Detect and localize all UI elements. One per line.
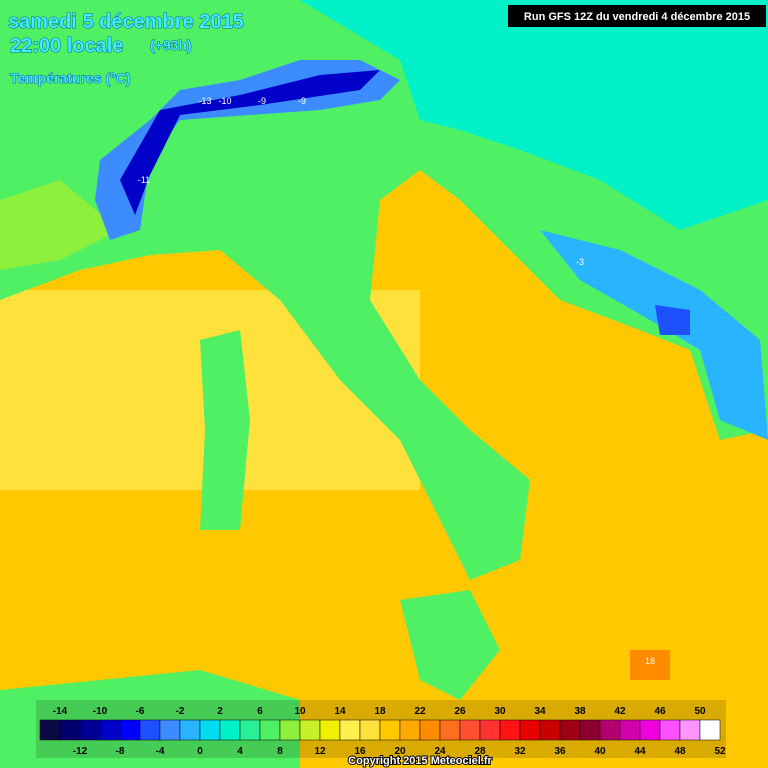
- run: Run GFS 12Z du vendredi 4 décembre 2015: [524, 11, 750, 23]
- legend-label: 22: [414, 706, 426, 717]
- legend-swatch: [459, 719, 481, 741]
- legend-label: -12: [73, 746, 88, 757]
- legend-swatch: [539, 719, 561, 741]
- temp-label: -3: [576, 257, 584, 267]
- legend-swatch: [399, 719, 421, 741]
- legend-swatch: [579, 719, 601, 741]
- copyright: Copyright 2015 Meteociel.fr: [348, 755, 492, 767]
- legend-swatch: [99, 719, 121, 741]
- legend-label: 16: [354, 746, 366, 757]
- legend-swatch: [39, 719, 61, 741]
- temp-label: -11: [138, 175, 150, 185]
- legend-label: 4: [237, 746, 243, 757]
- legend-label: 36: [554, 746, 566, 757]
- legend-label: 50: [694, 706, 706, 717]
- legend-swatch: [639, 719, 661, 741]
- legend-label: 30: [494, 706, 506, 717]
- temp-label: 18: [645, 656, 655, 666]
- legend-label: 12: [314, 746, 326, 757]
- legend-label: -6: [136, 706, 145, 717]
- legend-swatch: [379, 719, 401, 741]
- legend-label: 42: [614, 706, 626, 717]
- legend-swatch: [279, 719, 301, 741]
- run-box: [508, 5, 766, 27]
- legend-label: 2: [217, 706, 223, 717]
- temp-label: -13: [198, 96, 211, 106]
- temp-label: -10: [218, 96, 231, 106]
- legend-label: -8: [116, 746, 125, 757]
- legend-swatch: [359, 719, 381, 741]
- lead-time: (+93h): [150, 37, 192, 53]
- legend-label: 14: [334, 706, 346, 717]
- legend-label: 24: [434, 746, 446, 757]
- legend-swatch: [199, 719, 221, 741]
- legend-swatch: [139, 719, 161, 741]
- legend-label: 52: [714, 746, 726, 757]
- legend: -14 -10 -6 -2 2 6 10 14 18 22 26 30 34 38 42 46 50-12 -8-…: [36, 700, 726, 758]
- legend-swatch: [619, 719, 641, 741]
- legend-swatch: [259, 719, 281, 741]
- legend-swatch: [679, 719, 701, 741]
- legend-label: 40: [594, 746, 606, 757]
- legend-swatch: [239, 719, 261, 741]
- legend-label: 18: [374, 706, 386, 717]
- legend-swatch: [699, 719, 721, 741]
- legend-swatch: [519, 719, 541, 741]
- legend-label: 6: [257, 706, 263, 717]
- legend-label: 46: [654, 706, 666, 717]
- legend-swatch: [559, 719, 581, 741]
- legend-swatch: [179, 719, 201, 741]
- legend-label: 38: [574, 706, 586, 717]
- legend-swatch: [499, 719, 521, 741]
- legend-label: 28: [474, 746, 486, 757]
- legend-swatch: [159, 719, 181, 741]
- legend-swatch: [479, 719, 501, 741]
- temp-label: -9: [298, 96, 306, 106]
- legend-swatch: [119, 719, 141, 741]
- legend-swatch: [419, 719, 441, 741]
- legend-label: -2: [176, 706, 185, 717]
- legend-swatch: [339, 719, 361, 741]
- legend-label: 26: [454, 706, 466, 717]
- legend-swatch: [79, 719, 101, 741]
- temp-label: -9: [258, 96, 266, 106]
- legend-swatch: [659, 719, 681, 741]
- legend-label: 48: [674, 746, 686, 757]
- legend-label: 0: [197, 746, 203, 757]
- time: 22:00 locale: [10, 35, 123, 57]
- legend-swatch: [599, 719, 621, 741]
- variable: Températures (°C): [10, 70, 130, 86]
- legend-label: -4: [156, 746, 165, 757]
- labels: -13 -10 -9 -9 -11 -3 18: [138, 96, 655, 666]
- legend-label: 32: [514, 746, 526, 757]
- legend-label: 34: [534, 706, 546, 717]
- legend-label: -14: [53, 706, 68, 717]
- legend-label: 44: [634, 746, 646, 757]
- legend-swatch: [59, 719, 81, 741]
- title: samedi 5 décembre 2015: [8, 11, 244, 33]
- legend-swatch: [299, 719, 321, 741]
- legend-label: 20: [394, 746, 406, 757]
- legend-swatch: [439, 719, 461, 741]
- legend-label: 8: [277, 746, 283, 757]
- legend-swatch: [219, 719, 241, 741]
- legend-label: 10: [294, 706, 306, 717]
- legend-label: -10: [93, 706, 108, 717]
- legend-swatch: [319, 719, 341, 741]
